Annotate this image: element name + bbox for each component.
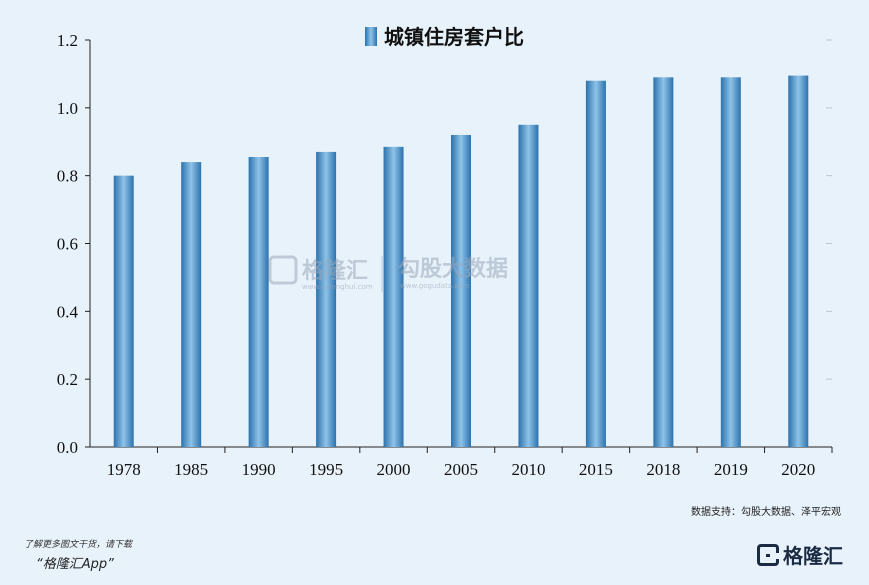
legend-swatch	[365, 27, 377, 46]
brand-logo-text: 格隆汇	[783, 544, 843, 568]
y-tick-label: 0.6	[57, 235, 78, 254]
x-tick-label: 2005	[444, 460, 478, 479]
x-tick-label: 1978	[107, 460, 141, 479]
x-tick-labels: 1978 1985 1990 1995 2000 2005 2010 2015 2018 2019…	[107, 447, 833, 479]
y-tick-label: 0.4	[57, 302, 79, 321]
x-tick-label: 2000	[377, 460, 411, 479]
bar-2018	[653, 77, 674, 447]
y-tick-label: 0.8	[57, 167, 78, 186]
y-tick-labels: 0.0 0.2 0.4 0.6 0.8 1.0 1.2	[57, 31, 90, 457]
watermark-left-sub: www.gelonghui.com	[302, 283, 373, 291]
gelonghui-logo-icon	[757, 543, 779, 566]
bar-2020	[788, 75, 809, 448]
bar-1978	[113, 175, 134, 447]
legend: 城镇住房套户比	[365, 25, 524, 49]
source-note: 数据支持：勾股大数据、泽平宏观	[691, 507, 841, 518]
bar-2005	[451, 134, 471, 447]
y-tick-label: 0.0	[57, 438, 78, 457]
watermark-right: 勾股大数据	[398, 256, 508, 282]
bar-2010	[518, 124, 539, 448]
footer-download-text: 了解更多图文干货，请下载	[24, 540, 133, 550]
bar-2000	[383, 146, 404, 447]
bar-chart: 1978 1985 1990 1995 2000 2005 2010 2015 2018 2019…	[57, 25, 833, 479]
x-tick-label: 2018	[646, 460, 680, 479]
x-tick-label: 2019	[714, 460, 748, 479]
bar-1985	[181, 162, 202, 447]
legend-label: 城镇住房套户比	[384, 25, 524, 49]
x-tick-label: 2020	[781, 460, 815, 479]
x-tick-label: 2010	[511, 460, 545, 479]
watermark-right-sub: www.gogudata.com	[400, 282, 469, 290]
watermark: 格隆汇 www.gelonghui.com 勾股大数据 www.gogudata…	[268, 255, 508, 292]
watermark-left: 格隆汇	[302, 258, 368, 284]
x-tick-label: 1985	[174, 460, 208, 479]
bar-2019	[720, 77, 741, 447]
bar-1995	[316, 151, 337, 448]
bar-2015	[585, 80, 606, 447]
y-tick-label: 1.2	[57, 31, 78, 50]
bar-1990	[248, 157, 269, 447]
watermark-logo-icon	[268, 255, 298, 285]
y-tick-label: 0.2	[57, 370, 78, 389]
footer-app-name: “格隆汇App”	[36, 557, 114, 572]
brand-logo: 格隆汇	[757, 540, 843, 569]
x-tick-label: 1990	[242, 460, 276, 479]
bars	[113, 75, 809, 448]
x-tick-label: 2015	[579, 460, 613, 479]
y-tick-label: 1.0	[57, 99, 78, 118]
x-tick-label: 1995	[309, 460, 343, 479]
